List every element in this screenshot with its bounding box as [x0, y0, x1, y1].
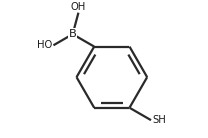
Text: HO: HO	[37, 40, 52, 50]
Text: SH: SH	[152, 115, 166, 125]
Text: OH: OH	[71, 2, 86, 12]
Text: B: B	[69, 29, 77, 39]
